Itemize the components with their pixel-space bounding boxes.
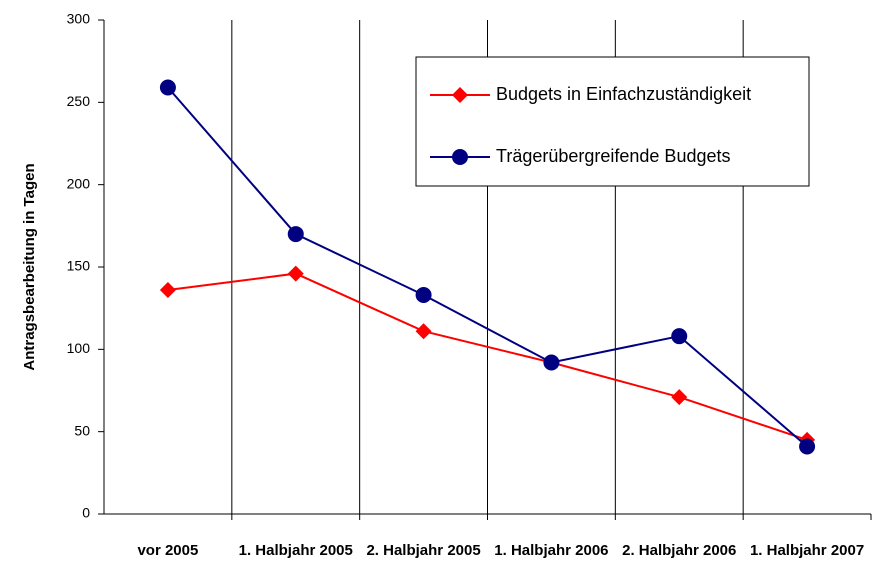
legend-label: Budgets in Einfachzuständigkeit [496,84,751,104]
marker [415,286,432,303]
legend-box [415,56,810,187]
legend-entry: Trägerübergreifende Budgets [430,146,730,166]
marker [543,354,560,371]
y-tick-label: 150 [67,258,91,274]
series-line [167,86,808,448]
marker [415,323,432,340]
x-tick-label: 2. Halbjahr 2006 [622,542,737,559]
series-line [167,272,808,441]
y-tick-label: 200 [67,175,91,191]
marker [799,438,816,455]
legend-entry: Budgets in Einfachzuständigkeit [430,84,751,104]
y-axis-label: Antragsbearbeitung in Tagen [21,163,38,370]
marker [287,265,304,282]
marker [671,389,688,406]
x-tick-label: 2. Halbjahr 2005 [366,542,481,559]
x-tick-label: 1. Halbjahr 2005 [238,542,353,559]
marker [671,328,688,345]
y-tick-label: 250 [67,93,91,109]
marker [287,226,304,243]
marker [159,79,176,96]
legend-marker [452,87,468,103]
legend-marker [452,149,468,165]
y-tick-label: 0 [82,505,90,521]
y-tick-label: 100 [67,340,91,356]
y-tick-label: 50 [74,422,90,438]
x-tick-label: 1. Halbjahr 2007 [749,542,865,559]
x-tick-label: 1. Halbjahr 2006 [494,542,609,559]
series [159,79,816,455]
x-tick-label: vor 2005 [137,542,199,559]
legend-label: Trägerübergreifende Budgets [496,146,730,166]
y-tick-label: 300 [67,11,91,27]
marker [159,282,176,299]
